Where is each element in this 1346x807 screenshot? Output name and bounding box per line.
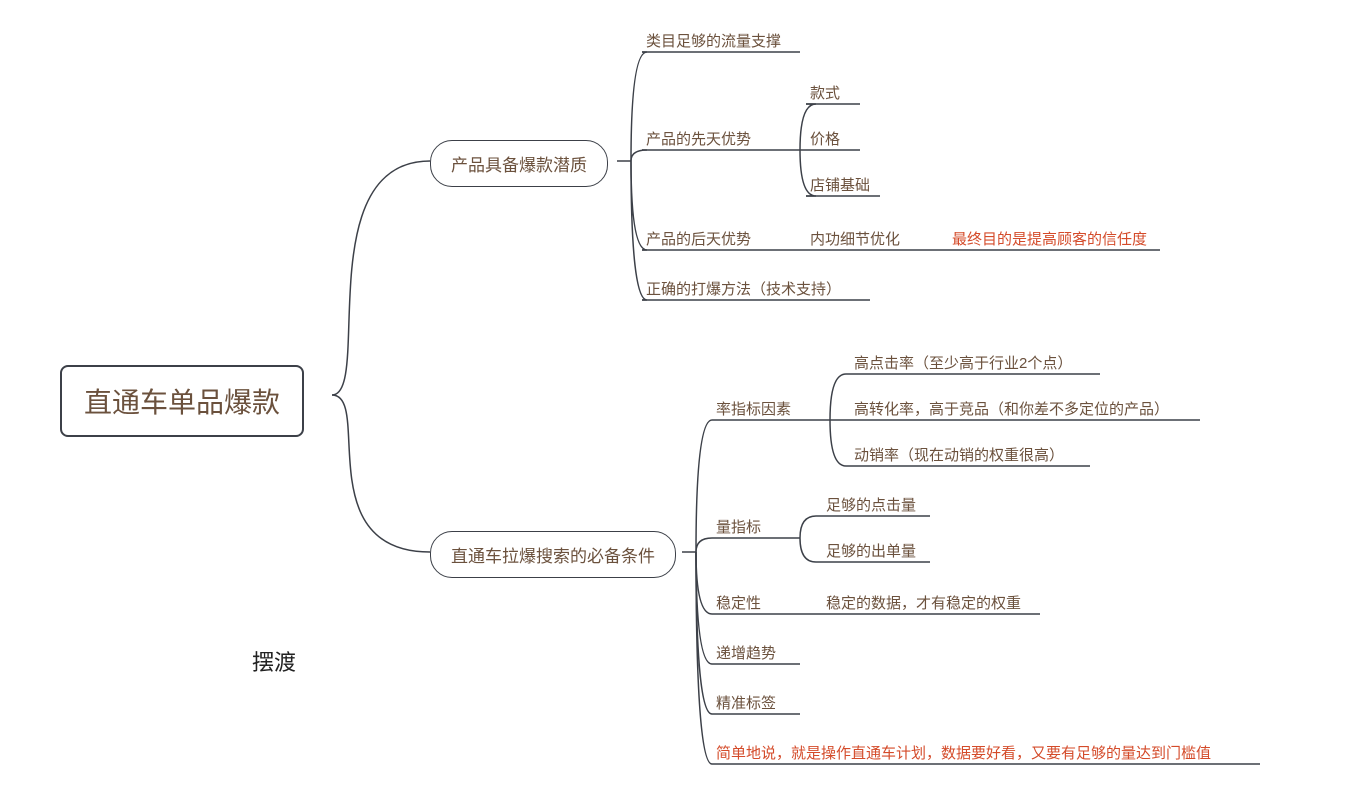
branch-b2: 直通车拉爆搜索的必备条件 [430,531,676,578]
node-b1c2b: 价格 [810,128,840,149]
node-b1c2a: 款式 [810,82,840,103]
node-b2c6: 简单地说，就是操作直通车计划，数据要好看，又要有足够的量达到门槛值 [716,742,1211,763]
node-b1c3: 产品的后天优势 [646,228,751,249]
node-b2c1b: 高转化率，高于竞品（和你差不多定位的产品） [854,398,1169,419]
branch-b1: 产品具备爆款潜质 [430,140,608,187]
node-b1c3a: 内功细节优化 [810,228,900,249]
node-b2c1c: 动销率（现在动销的权重很高） [854,444,1064,465]
mindmap-canvas: 直通车单品爆款摆渡 产品具备爆款潜质 类目足够的流量支撑产品的先天优势 款式价格店铺基… [0,0,1346,807]
node-b1c2: 产品的先天优势 [646,128,751,149]
node-b2c2a: 足够的点击量 [826,494,916,515]
node-b2c5: 精准标签 [716,692,776,713]
node-b2c4: 递增趋势 [716,642,776,663]
node-b2c1a: 高点击率（至少高于行业2个点） [854,352,1072,373]
node-b1c2c: 店铺基础 [810,174,870,195]
node-b2c3: 稳定性 [716,592,761,613]
node-b1c3a1: 最终目的是提高顾客的信任度 [952,228,1147,249]
node-b2c1: 率指标因素 [716,398,791,419]
root-node: 直通车单品爆款 [60,365,304,437]
node-b2c2b: 足够的出单量 [826,540,916,561]
watermark-text: 摆渡 [252,645,296,677]
node-b2c3a: 稳定的数据，才有稳定的权重 [826,592,1021,613]
node-b1c1: 类目足够的流量支撑 [646,30,781,51]
node-b2c2: 量指标 [716,516,761,537]
node-b1c4: 正确的打爆方法（技术支持） [646,278,841,299]
